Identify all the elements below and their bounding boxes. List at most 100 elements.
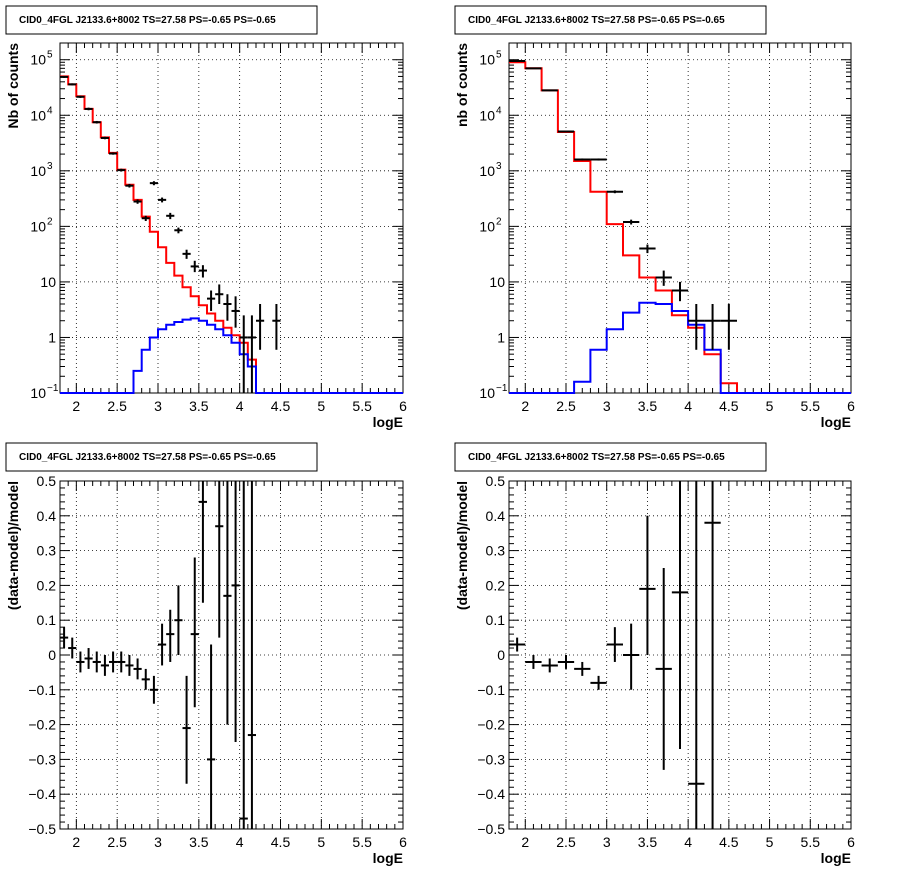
data-point <box>174 585 183 655</box>
data-point <box>272 304 281 350</box>
data-point <box>84 107 93 111</box>
y-tick-exponent: 4 <box>496 105 502 116</box>
data-point <box>60 75 69 78</box>
chart-top-right: CID0_4FGL J2133.6+8002 TS=27.58 PS=-0.65… <box>454 5 855 430</box>
y-tick-label: 10 <box>30 385 46 401</box>
data-point <box>207 644 216 829</box>
y-tick-label: −0.2 <box>28 717 56 733</box>
data-point <box>100 655 109 676</box>
grid <box>60 481 403 829</box>
data-point <box>223 481 232 725</box>
data-point <box>92 651 101 673</box>
data-point <box>117 651 126 673</box>
x-tick-label: 3 <box>603 834 611 850</box>
y-tick-label: −0.4 <box>477 786 505 802</box>
x-tick-label: 6 <box>399 834 407 850</box>
chart-title: CID0_4FGL J2133.6+8002 TS=27.58 PS=-0.65… <box>468 15 725 26</box>
data-point <box>100 136 109 140</box>
data-point <box>557 655 575 669</box>
data-point <box>158 197 167 203</box>
data-point <box>117 168 126 172</box>
data-point <box>76 651 85 673</box>
data-point <box>623 219 640 225</box>
x-tick-label: 2.5 <box>107 398 127 414</box>
y-tick-label: 10 <box>479 107 495 123</box>
title-box <box>454 5 767 35</box>
y-tick-exponent: 5 <box>47 50 53 61</box>
x-tick-label: 5 <box>766 398 774 414</box>
data-point <box>525 67 542 70</box>
y-tick-label: 0.5 <box>486 473 506 489</box>
data-point <box>223 294 232 321</box>
x-tick-label: 4 <box>684 398 692 414</box>
data-point <box>720 304 737 350</box>
data-point <box>688 481 705 829</box>
data-point <box>557 130 575 133</box>
data-point <box>182 249 191 259</box>
y-axis-label: nb of counts <box>454 43 470 127</box>
x-tick-label: 6 <box>847 834 855 850</box>
y-tick-label: −0.3 <box>28 751 56 767</box>
data-point <box>133 658 142 680</box>
data-point <box>198 481 207 603</box>
y-tick-label: 1 <box>48 329 56 345</box>
x-tick-label: 3.5 <box>189 398 209 414</box>
data-point <box>655 270 672 286</box>
data-point <box>671 281 689 302</box>
y-tick-exponent: 2 <box>496 216 502 227</box>
data-point <box>247 315 256 393</box>
x-tick-label: 2.5 <box>556 834 576 850</box>
data-point <box>509 59 526 62</box>
data-point <box>525 655 542 669</box>
data-point <box>239 481 248 829</box>
data-point <box>655 568 672 770</box>
data-point <box>166 609 175 662</box>
data-point <box>541 658 558 673</box>
data-point <box>141 215 150 221</box>
x-tick-label: 2.5 <box>556 398 576 414</box>
y-tick-label: −0.1 <box>477 682 505 698</box>
x-tick-label: 4.5 <box>271 398 291 414</box>
y-tick-label: 0.4 <box>37 508 57 524</box>
y-tick-label: −0.5 <box>477 821 505 837</box>
data-point <box>590 675 607 690</box>
data-point <box>239 315 248 393</box>
x-tick-label: 3 <box>154 834 162 850</box>
x-tick-label: 3.5 <box>638 398 658 414</box>
x-tick-label: 5 <box>766 834 774 850</box>
data-point <box>231 296 240 328</box>
data-point <box>606 190 623 194</box>
x-axis-label: logE <box>373 850 403 866</box>
data-point <box>174 227 183 234</box>
y-tick-label: 10 <box>30 218 46 234</box>
data-point <box>190 260 199 273</box>
x-tick-label: 5 <box>317 398 325 414</box>
data-point <box>541 89 558 92</box>
data-point <box>215 284 224 305</box>
y-tick-label: 0.5 <box>37 473 57 489</box>
data-point <box>166 212 175 220</box>
data-point <box>231 481 240 742</box>
x-axis-label: logE <box>821 850 851 866</box>
data-points <box>60 481 256 829</box>
data-point <box>256 304 265 350</box>
data-point <box>688 304 705 350</box>
data-point <box>623 623 640 690</box>
y-tick-label: −0.3 <box>477 751 505 767</box>
y-tick-exponent: 4 <box>47 105 53 116</box>
plot-frame <box>59 480 404 830</box>
x-tick-label: 4 <box>236 834 244 850</box>
y-tick-exponent: −1 <box>496 383 508 394</box>
data-point <box>639 244 656 254</box>
title-box <box>454 442 767 472</box>
y-tick-exponent: 2 <box>47 216 53 227</box>
x-tick-label: 4.5 <box>719 834 739 850</box>
total-model-curve <box>509 61 851 394</box>
chart-title: CID0_4FGL J2133.6+8002 TS=27.58 PS=-0.65… <box>19 452 276 463</box>
y-tick-label: −0.4 <box>28 786 56 802</box>
data-point <box>190 557 199 708</box>
x-tick-label: 5.5 <box>352 834 372 850</box>
x-tick-label: 2 <box>72 398 80 414</box>
data-point <box>125 655 134 676</box>
x-tick-label: 2 <box>521 398 529 414</box>
